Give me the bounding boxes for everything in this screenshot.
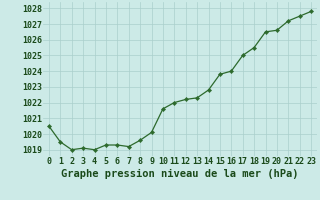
X-axis label: Graphe pression niveau de la mer (hPa): Graphe pression niveau de la mer (hPa) <box>61 169 299 179</box>
